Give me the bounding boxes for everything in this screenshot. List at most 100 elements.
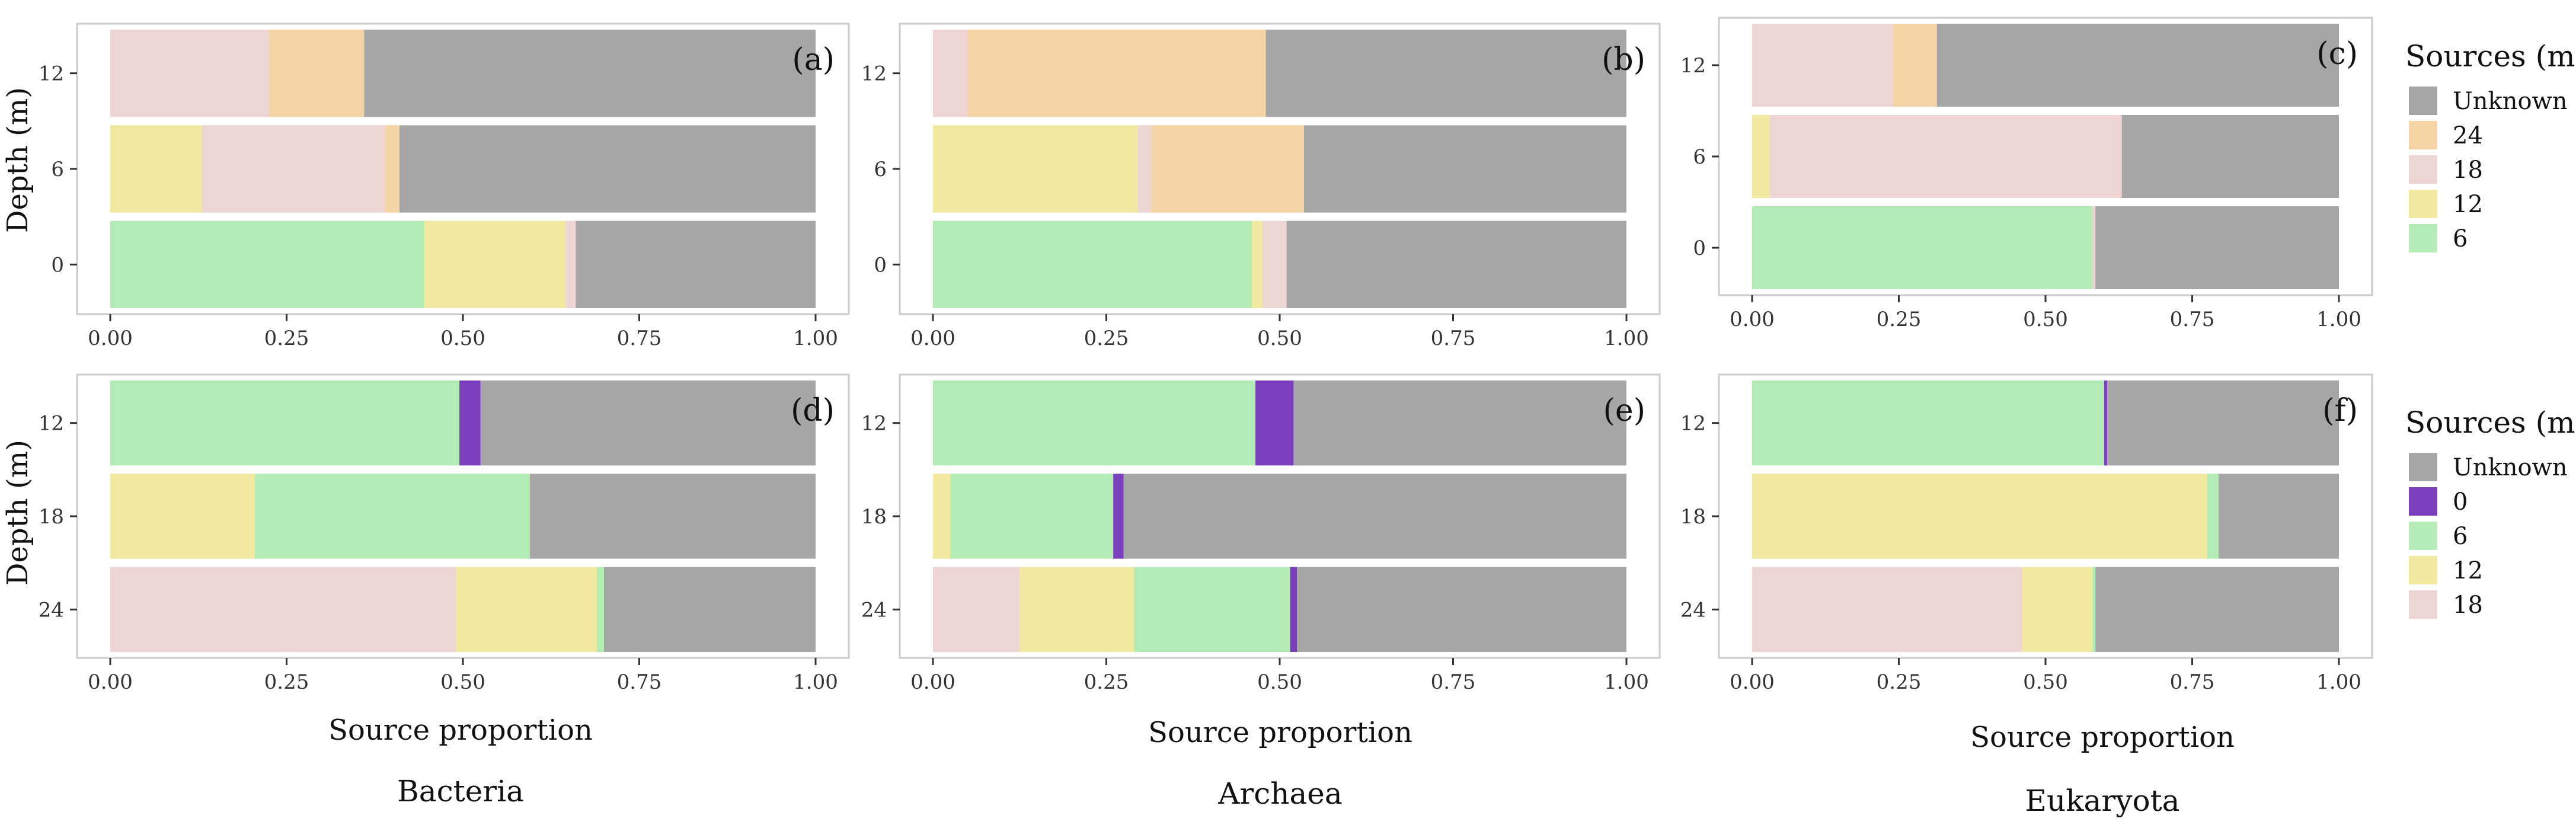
bar-segment-18m-src-6 xyxy=(950,474,1114,559)
legend-label: 0 xyxy=(2453,488,2468,516)
bar-segment-6m-src-18 xyxy=(202,125,386,213)
bar-segment-12m-src-24 xyxy=(269,30,365,117)
legend-key-0 xyxy=(2409,487,2437,516)
x-tick-label: 0.00 xyxy=(88,670,133,694)
panel-label: (f) xyxy=(2322,393,2358,429)
bar-segment-12m-src-unknown xyxy=(480,381,816,466)
y-tick-label: 12 xyxy=(1680,412,1706,436)
x-tick-label: 0.75 xyxy=(2170,670,2215,694)
x-tick-label: 0.00 xyxy=(88,327,133,350)
bar-segment-24m-src-12 xyxy=(2022,567,2093,652)
bar-segment-12m-src-0 xyxy=(1255,381,1294,466)
x-tick-label: 0.00 xyxy=(1730,308,1775,331)
bar-segment-6m-src-18 xyxy=(1137,125,1152,213)
bar-segment-6m-src-18 xyxy=(1769,115,2122,198)
bar-segment-18m-src-12 xyxy=(933,474,951,559)
y-tick-label: 24 xyxy=(39,598,64,622)
bar-segment-18m-src-6 xyxy=(2207,474,2219,559)
x-tick-label: 0.75 xyxy=(1431,327,1476,350)
bar-segment-12m-src-18 xyxy=(933,30,968,117)
legend-key-18 xyxy=(2409,155,2437,184)
bar-segment-0m-src-18 xyxy=(2092,206,2096,289)
bar-segment-12m-src-24 xyxy=(967,30,1266,117)
bar-segment-18m-src-unknown xyxy=(530,474,816,559)
legend-key-6 xyxy=(2409,522,2437,550)
legend-key-18 xyxy=(2409,590,2437,619)
panel-e: 12 18 24 0.00 0.25 0.50 0.75 1.00 (e) xyxy=(861,373,1661,694)
bar-segment-12m-src-unknown xyxy=(364,30,816,117)
bar-segment-0m-src-12 xyxy=(1252,220,1263,308)
x-tick-label: 0.25 xyxy=(264,327,309,350)
x-tick-label: 0.25 xyxy=(1084,670,1129,694)
y-tick-label: 18 xyxy=(1680,505,1706,529)
bar-segment-12m-src-unknown xyxy=(1265,30,1626,117)
bar-segment-12m-src-0 xyxy=(459,381,481,466)
bar-segment-24m-src-unknown xyxy=(1297,567,1626,652)
bar-segment-24m-src-18 xyxy=(1752,567,2022,652)
bar-segment-6m-src-24 xyxy=(1151,125,1304,213)
legend-2: Sources (m) Unknown 0 6 12 18 xyxy=(2405,405,2576,619)
y-axis-label-top: Depth (m) xyxy=(1,87,34,233)
x-tick-label: 0.00 xyxy=(910,670,955,694)
legend-label: 12 xyxy=(2453,557,2483,584)
bar-segment-12m-src-6 xyxy=(1752,381,2104,466)
bar-segment-12m-src-unknown xyxy=(2107,381,2339,466)
bar-segment-0m-src-unknown xyxy=(2095,206,2339,289)
bar-segment-6m-src-24 xyxy=(385,125,399,213)
bar-segment-24m-src-unknown xyxy=(2095,567,2339,652)
bar-segment-12m-src-unknown xyxy=(1293,381,1626,466)
x-tick-label: 0.50 xyxy=(440,670,485,694)
bar-segment-0m-src-unknown xyxy=(1286,220,1626,308)
x-tick-label: 0.75 xyxy=(1431,670,1476,694)
x-tick-label: 1.00 xyxy=(2316,308,2361,331)
x-tick-label: 1.00 xyxy=(1604,327,1649,350)
column-title-bacteria: Bacteria xyxy=(397,774,524,808)
bar-segment-24m-src-0 xyxy=(1290,567,1297,652)
panel-label: (d) xyxy=(791,393,835,429)
bar-segment-18m-src-12 xyxy=(1752,474,2207,559)
bar-segment-24m-src-18 xyxy=(110,567,456,652)
x-axis-label-archaea: Source proportion xyxy=(1148,716,1412,749)
bar-segment-18m-src-unknown xyxy=(1123,474,1626,559)
bar-segment-6m-src-unknown xyxy=(1303,125,1626,213)
x-tick-label: 0.50 xyxy=(1257,670,1302,694)
legend-1: Sources (m) Unknown 24 18 12 6 xyxy=(2405,39,2576,252)
bar-segment-24m-src-6 xyxy=(1134,567,1290,652)
y-tick-label: 6 xyxy=(51,158,64,181)
bar-segment-12m-src-unknown xyxy=(1936,24,2339,107)
panels: 12 6 0 0.00 0.25 0.50 0.75 1.00 (a) 12 6 0 0.00 0.25 0… xyxy=(39,17,2373,694)
x-tick-label: 1.00 xyxy=(1604,670,1649,694)
x-tick-label: 1.00 xyxy=(793,327,838,350)
bar-segment-18m-src-6 xyxy=(254,474,530,559)
bar-segment-18m-src-0 xyxy=(1113,474,1124,559)
y-tick-label: 6 xyxy=(874,158,887,181)
y-tick-label: 12 xyxy=(39,62,64,86)
x-tick-label: 0.25 xyxy=(1084,327,1129,350)
panel-d: 12 18 24 0.00 0.25 0.50 0.75 1.00 (d) xyxy=(39,373,850,694)
legend-label: 18 xyxy=(2453,592,2483,619)
legend-label: Unknown xyxy=(2453,88,2568,115)
y-tick-label: 24 xyxy=(1680,598,1706,622)
x-tick-label: 0.50 xyxy=(440,327,485,350)
x-tick-label: 0.00 xyxy=(1730,670,1775,694)
bar-segment-12m-src-24 xyxy=(1893,24,1937,107)
bar-segment-6m-src-12 xyxy=(110,125,202,213)
x-tick-label: 0.50 xyxy=(1257,327,1302,350)
y-tick-label: 0 xyxy=(874,253,887,277)
column-title-archaea: Archaea xyxy=(1217,776,1342,811)
x-tick-label: 0.25 xyxy=(1877,308,1922,331)
bar-segment-6m-src-12 xyxy=(1752,115,1770,198)
bar-segment-24m-src-12 xyxy=(456,567,597,652)
legend-key-12 xyxy=(2409,556,2437,584)
legend-key-6 xyxy=(2409,224,2437,252)
bar-segment-6m-src-unknown xyxy=(2121,115,2339,198)
y-tick-label: 24 xyxy=(861,598,887,622)
bar-segment-0m-src-unknown xyxy=(576,220,816,308)
x-tick-label: 0.75 xyxy=(617,670,662,694)
y-tick-label: 12 xyxy=(861,412,887,436)
legend-title: Sources (m) xyxy=(2405,39,2576,73)
y-tick-label: 12 xyxy=(1680,54,1706,78)
bar-segment-24m-src-unknown xyxy=(604,567,816,652)
bar-segment-12m-src-18 xyxy=(1752,24,1893,107)
legends: Sources (m) Unknown 24 18 12 6 Sources (m) Unkn… xyxy=(2405,39,2576,619)
